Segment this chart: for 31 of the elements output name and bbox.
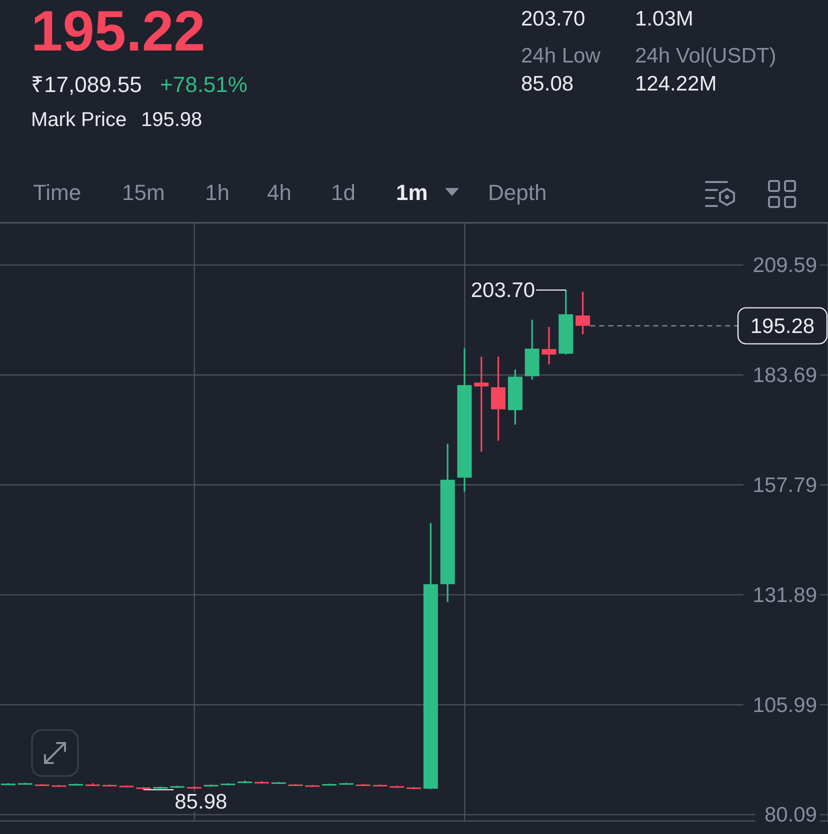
y-tick-label: 131.89 xyxy=(752,584,817,607)
ref-line-label: 195.28 xyxy=(750,314,815,338)
text: Mark Price xyxy=(31,109,127,131)
candlestick xyxy=(576,290,590,335)
text: 24h Low xyxy=(521,44,600,68)
text: 1m xyxy=(396,180,428,206)
text: ₹17,089.55 xyxy=(31,72,142,98)
text: Time xyxy=(33,180,82,206)
candlestick xyxy=(542,326,556,366)
text: 1h xyxy=(205,180,230,206)
text: 1.03M xyxy=(635,7,694,31)
text: 1d xyxy=(331,180,356,206)
candlestick xyxy=(491,356,506,442)
y-tick-label: 157.79 xyxy=(752,474,817,497)
annotation: 203.70 xyxy=(470,279,536,302)
text: +78.51% xyxy=(160,72,248,98)
y-tick-label: 80.09 xyxy=(764,804,817,827)
text: 203.70 xyxy=(521,7,586,31)
annotation: 85.98 xyxy=(174,790,228,814)
text: 4h xyxy=(267,180,292,206)
y-tick-label: 183.69 xyxy=(752,364,817,387)
y-tick-label: 105.99 xyxy=(752,694,817,717)
chart-title: 195.22 xyxy=(31,0,206,64)
y-tick-label: 209.59 xyxy=(752,254,817,278)
text: 85.08 xyxy=(521,72,574,96)
text: Depth xyxy=(488,180,547,206)
candlestick xyxy=(474,356,489,453)
text: 124.22M xyxy=(635,72,717,96)
text: 15m xyxy=(122,180,165,206)
text: 24h Vol(USDT) xyxy=(635,44,776,68)
text: 195.98 xyxy=(141,109,202,131)
